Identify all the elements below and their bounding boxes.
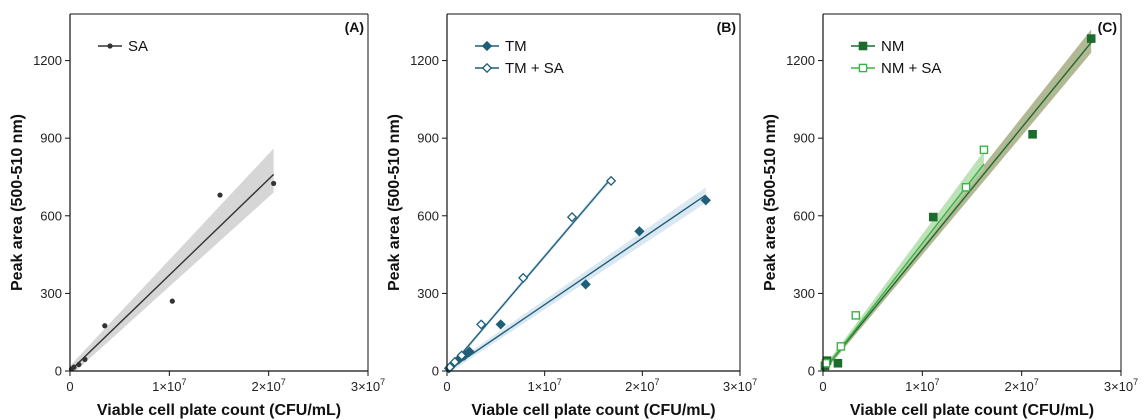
x-tick-label: 0 <box>819 379 826 394</box>
y-tick-label: 0 <box>432 364 439 379</box>
data-point <box>605 175 617 186</box>
x-tick-exponent: 7 <box>654 377 659 387</box>
x-tick-exponent: 7 <box>380 377 385 387</box>
x-tick-exponent: 7 <box>281 377 286 387</box>
legend-label: SA <box>128 38 148 55</box>
y-tick-label: 900 <box>417 131 439 146</box>
data-point <box>495 319 506 330</box>
x-tick-label: 1×107 <box>152 377 186 394</box>
legend-marker <box>858 41 868 51</box>
y-tick-label: 300 <box>417 286 439 301</box>
x-tick-label: 2×107 <box>252 377 286 394</box>
data-point <box>82 356 88 362</box>
confidence-band <box>823 151 984 371</box>
data-point <box>836 342 846 351</box>
x-tick-label: 0 <box>443 379 450 394</box>
data-point <box>566 211 578 223</box>
y-tick-label: 0 <box>808 364 815 379</box>
legend: TM TM + SA <box>475 38 564 77</box>
legend-marker <box>481 40 493 52</box>
x-tick-label: 0 <box>66 379 73 394</box>
fit-line <box>447 194 707 371</box>
legend-label: TM <box>505 38 527 55</box>
y-tick-label: 1200 <box>33 53 62 68</box>
y-axis-label: Peak area (500-510 nm) <box>386 114 403 291</box>
y-axis-label: Peak area (500-510 nm) <box>9 114 26 291</box>
x-tick-exponent: 7 <box>557 377 562 387</box>
y-tick-label: 900 <box>793 131 815 146</box>
y-tick-label: 600 <box>40 208 62 223</box>
panel-2: 0 300 600 900 1200 0 1×107 2×107 3×107 Viable cel… <box>386 13 757 419</box>
panel-label: (A) <box>345 19 364 35</box>
data-point <box>580 279 591 290</box>
x-tick-exponent: 7 <box>934 377 939 387</box>
y-tick-label: 300 <box>40 286 62 301</box>
x-tick-exponent: 7 <box>752 377 757 387</box>
panel-1: 0 300 600 900 1200 0 1×107 2×107 3×107 Viable cel… <box>9 13 385 419</box>
data-point <box>979 145 989 155</box>
x-tick-label: 3×107 <box>351 377 385 394</box>
data-point <box>464 346 475 357</box>
fit-line <box>823 42 1092 371</box>
x-tick-label: 2×107 <box>625 377 659 394</box>
x-tick-label: 1×107 <box>528 377 562 394</box>
x-tick-exponent: 7 <box>181 377 186 387</box>
y-tick-label: 600 <box>417 208 439 223</box>
fit-line <box>447 177 612 371</box>
y-axis-label: Peak area (500-510 nm) <box>762 114 779 291</box>
y-tick-label: 900 <box>40 131 62 146</box>
legend-label: NM + SA <box>881 60 941 77</box>
data-point <box>1028 129 1037 139</box>
data-point <box>476 319 487 330</box>
legend: SA <box>98 38 148 55</box>
y-tick-label: 300 <box>793 286 815 301</box>
data-point <box>456 350 467 361</box>
x-tick-label: 2×107 <box>1005 377 1039 394</box>
data-point <box>634 226 645 237</box>
x-tick-label: 3×107 <box>1104 377 1138 394</box>
data-point <box>961 183 971 192</box>
fit-line <box>70 173 275 371</box>
data-point <box>271 180 277 187</box>
panel-label: (B) <box>717 19 736 35</box>
data-point <box>217 192 223 198</box>
y-tick-label: 0 <box>55 364 62 379</box>
data-point <box>449 356 460 368</box>
data-point <box>821 358 831 368</box>
y-tick-label: 1200 <box>410 53 439 68</box>
data-point <box>102 323 108 329</box>
data-point <box>833 358 843 368</box>
x-tick-exponent: 7 <box>1133 377 1138 387</box>
legend-label: NM <box>881 38 904 55</box>
x-axis-label: Viable cell plate count (CFU/mL) <box>471 402 715 419</box>
data-point <box>1086 34 1096 43</box>
data-point <box>76 361 82 368</box>
x-axis-label: Viable cell plate count (CFU/mL) <box>97 402 341 419</box>
x-tick-exponent: 7 <box>1034 377 1039 387</box>
legend: NM NM + SA <box>851 38 941 77</box>
fit-line <box>823 163 985 371</box>
x-tick-label: 1×107 <box>905 377 939 394</box>
x-tick-label: 3×107 <box>723 377 757 394</box>
data-point <box>928 212 938 222</box>
legend-label: TM + SA <box>505 60 564 77</box>
y-tick-label: 600 <box>793 208 815 223</box>
panel-label: (C) <box>1098 19 1117 35</box>
data-point <box>700 195 711 206</box>
legend-marker <box>858 63 868 73</box>
data-point <box>169 298 175 304</box>
x-axis-label: Viable cell plate count (CFU/mL) <box>850 402 1094 419</box>
y-tick-label: 1200 <box>786 53 815 68</box>
confidence-band <box>447 187 706 371</box>
data-point <box>518 272 529 283</box>
confidence-band <box>70 148 274 371</box>
data-point <box>71 364 77 370</box>
legend-marker <box>107 43 113 49</box>
panel-3: 0 300 600 900 1200 0 1×107 2×107 3×107 Viable cel… <box>762 13 1138 419</box>
data-point <box>851 311 861 320</box>
legend-marker <box>481 62 493 74</box>
